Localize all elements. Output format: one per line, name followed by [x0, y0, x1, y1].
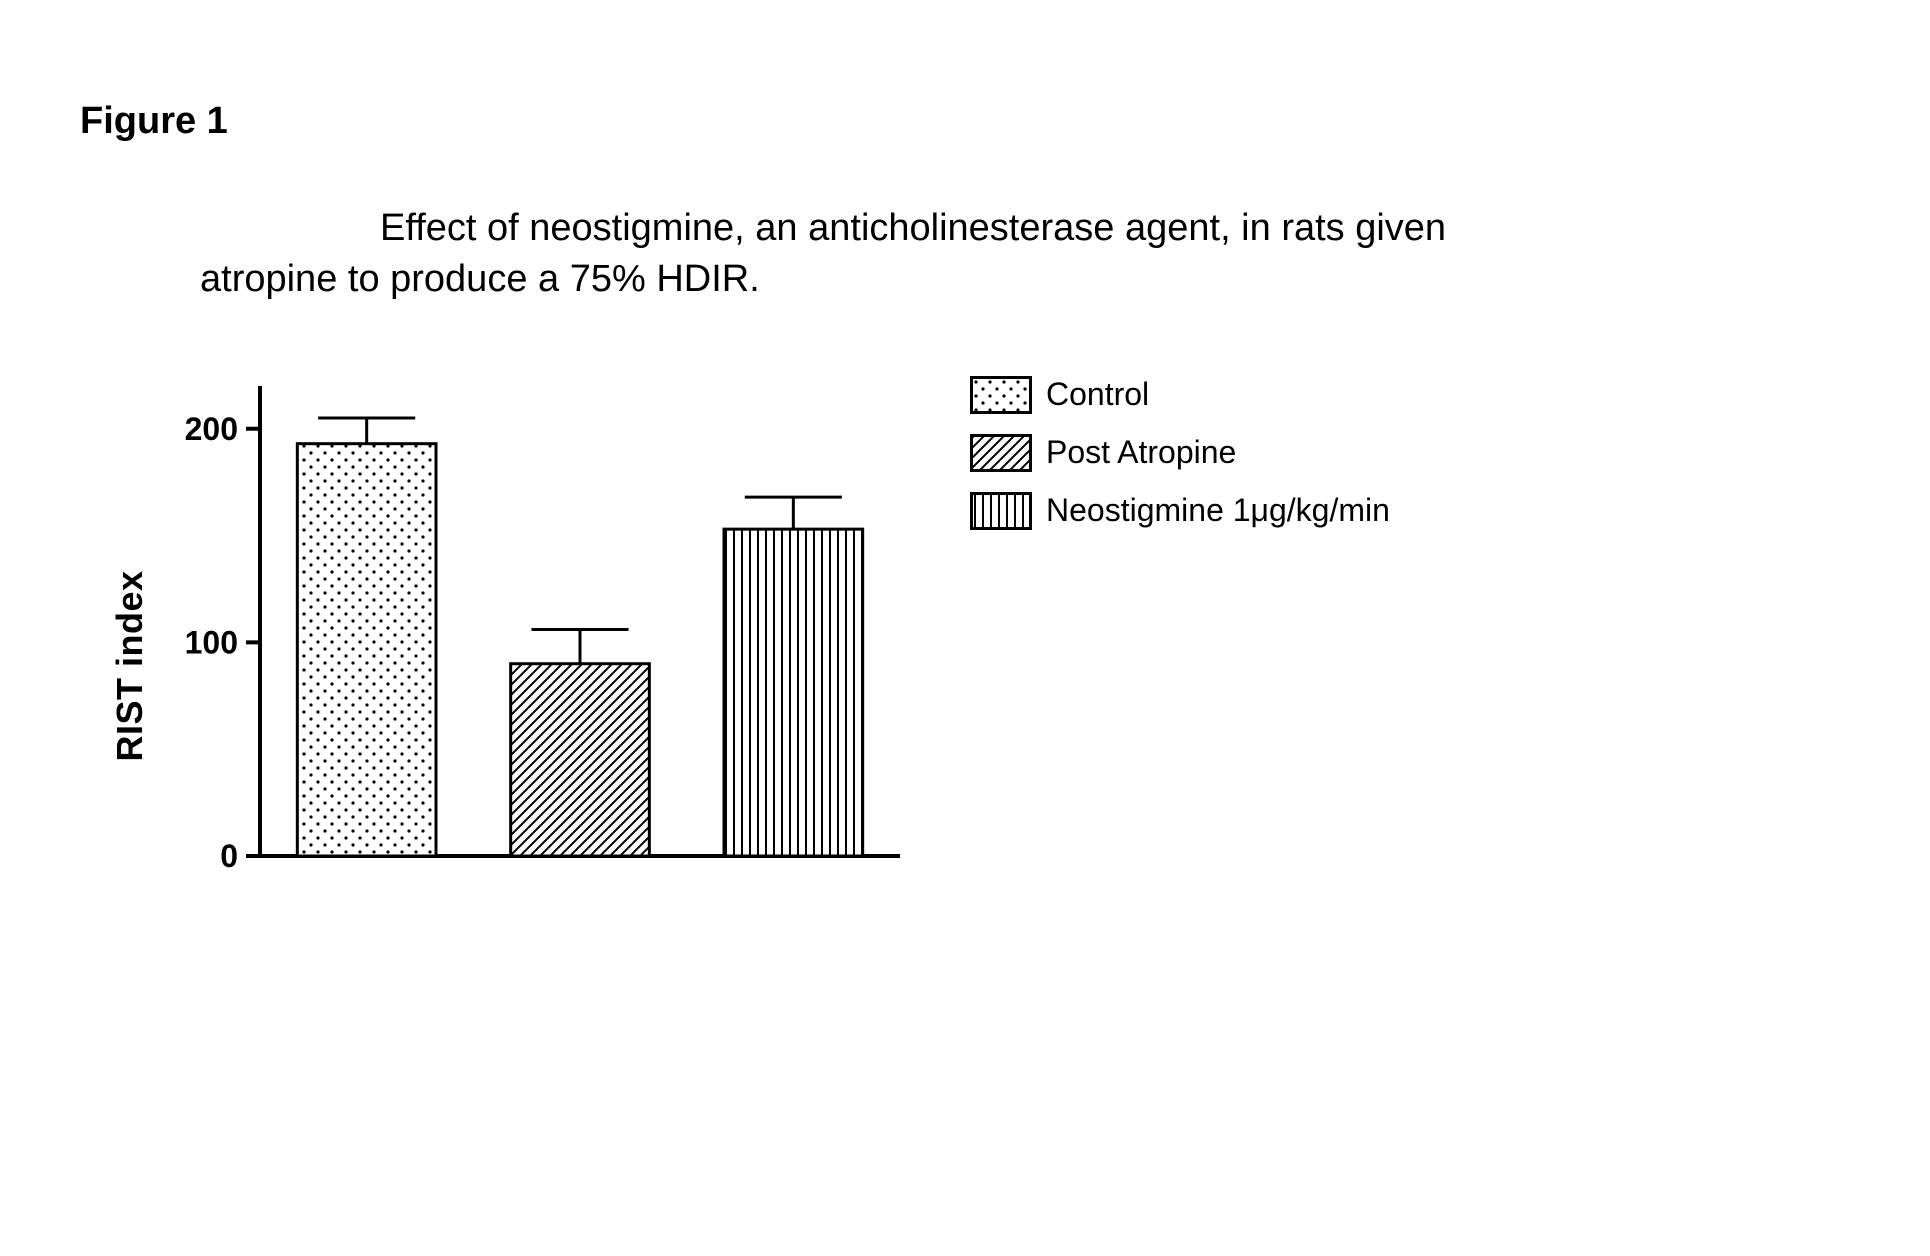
caption-line-1: Effect of neostigmine, an anticholineste… — [380, 207, 1446, 249]
chart-svg: 0 100 200 — [140, 366, 940, 906]
legend: Control Post Atropine Neostigmine 1μg/kg/m… — [970, 376, 1390, 550]
y-axis-label: RIST index — [109, 570, 151, 761]
legend-label: Post Atropine — [1046, 434, 1236, 471]
bar-chart: RIST index 0100200 ControlPost At — [140, 366, 1740, 966]
legend-swatch-vertical — [970, 492, 1032, 530]
legend-item: Post Atropine — [970, 434, 1390, 472]
figure-caption: Effect of neostigmine, an anticholineste… — [200, 203, 1800, 306]
svg-text:0: 0 — [220, 838, 238, 874]
bar-diagonal — [511, 663, 650, 855]
bar-vertical — [724, 529, 863, 856]
legend-label: Neostigmine 1μg/kg/min — [1046, 492, 1390, 529]
svg-text:200: 200 — [185, 411, 238, 447]
figure-label: Figure 1 — [80, 100, 1850, 143]
legend-item: Control — [970, 376, 1390, 414]
caption-line-2: atropine to produce a 75% HDIR. — [200, 258, 760, 300]
svg-text:100: 100 — [185, 624, 238, 660]
legend-label: Control — [1046, 376, 1149, 413]
bar-dots — [297, 443, 436, 855]
legend-swatch-diagonal — [970, 434, 1032, 472]
page: Figure 1 Effect of neostigmine, an antic… — [0, 0, 1930, 1256]
legend-swatch-dots — [970, 376, 1032, 414]
legend-item: Neostigmine 1μg/kg/min — [970, 492, 1390, 530]
